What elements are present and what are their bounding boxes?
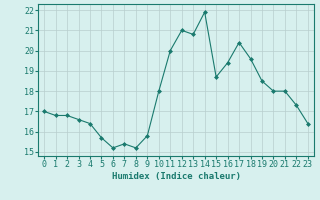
X-axis label: Humidex (Indice chaleur): Humidex (Indice chaleur) [111,172,241,181]
